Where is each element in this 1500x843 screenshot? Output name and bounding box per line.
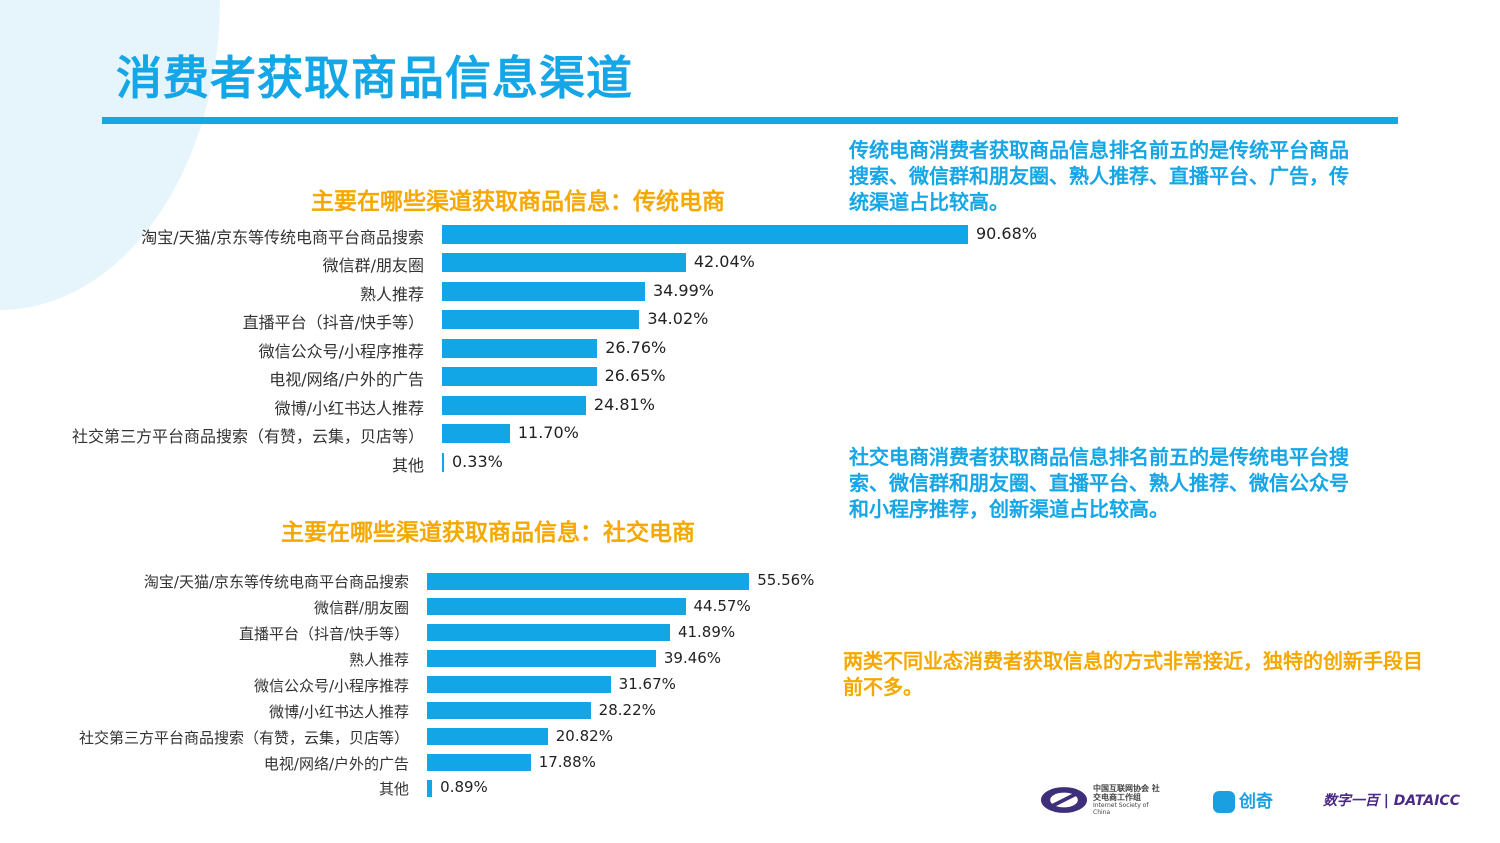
category-label: 直播平台（抖音/快手等） bbox=[238, 625, 409, 644]
category-label: 熟人推荐 bbox=[348, 650, 409, 669]
page-title: 消费者获取商品信息渠道 bbox=[116, 51, 633, 105]
value-label: 41.89% bbox=[677, 623, 736, 642]
bar bbox=[427, 779, 433, 797]
value-label: 11.70% bbox=[517, 423, 579, 443]
value-label: 17.88% bbox=[538, 752, 596, 771]
category-label: 微信群/朋友圈 bbox=[322, 256, 424, 276]
category-label: 电视/网络/户外的广告 bbox=[263, 754, 409, 773]
bar bbox=[427, 702, 591, 719]
note-social: 社交电商消费者获取商品信息排名前五的是传统电平台搜索、微信群和朋友圈、直播平台、… bbox=[849, 445, 1349, 521]
value-label: 42.04% bbox=[693, 252, 755, 272]
bar bbox=[442, 253, 686, 272]
chuangqi-text: 创奇 bbox=[1238, 792, 1273, 812]
category-label: 社交第三方平台商品搜索（有赞，云集，贝店等） bbox=[71, 427, 424, 447]
value-label: 20.82% bbox=[555, 726, 613, 745]
bar bbox=[442, 452, 444, 472]
isc-name: 中国互联网协会 社交电商工作组 bbox=[1093, 784, 1160, 802]
value-label: 34.99% bbox=[652, 280, 714, 300]
category-label: 微博/小红书达人推荐 bbox=[274, 398, 424, 418]
value-label: 55.56% bbox=[757, 571, 815, 590]
bar bbox=[427, 753, 531, 771]
chart-title-social: 主要在哪些渠道获取商品信息：社交电商 bbox=[281, 520, 695, 546]
bar bbox=[442, 424, 510, 443]
bar bbox=[442, 338, 598, 358]
dataicc-logo: 数字一百 | DATAICC bbox=[1322, 793, 1460, 809]
value-label: 90.68% bbox=[975, 223, 1037, 243]
bar bbox=[427, 598, 686, 616]
note-traditional: 传统电商消费者获取商品信息排名前五的是传统平台商品搜索、微信群和朋友圈、熟人推荐… bbox=[849, 138, 1349, 214]
value-label: 0.89% bbox=[440, 778, 488, 797]
bar bbox=[442, 395, 586, 415]
value-label: 28.22% bbox=[598, 700, 656, 719]
bar bbox=[427, 676, 611, 694]
value-label: 26.65% bbox=[604, 366, 666, 386]
category-label: 直播平台（抖音/快手等） bbox=[242, 313, 424, 333]
value-label: 24.81% bbox=[593, 394, 655, 414]
value-label: 34.02% bbox=[647, 309, 709, 329]
category-label: 其他 bbox=[378, 780, 409, 799]
chart-title-traditional: 主要在哪些渠道获取商品信息：传统电商 bbox=[311, 189, 725, 215]
value-label: 44.57% bbox=[693, 597, 751, 616]
chuangqi-logo: 创奇 bbox=[1212, 787, 1273, 813]
category-label: 微博/小红书达人推荐 bbox=[268, 702, 409, 721]
bar bbox=[442, 310, 640, 329]
footer-logos: 中国互联网协会 社交电商工作组 Internet Society of China… bbox=[1040, 784, 1460, 816]
bar bbox=[427, 572, 750, 590]
value-label: 0.33% bbox=[452, 451, 503, 471]
title-divider bbox=[102, 117, 1398, 124]
category-label: 微信群/朋友圈 bbox=[313, 599, 409, 618]
isc-emblem-icon bbox=[1040, 787, 1088, 813]
value-label: 39.46% bbox=[663, 648, 722, 667]
bar bbox=[442, 367, 597, 386]
bar bbox=[442, 224, 968, 244]
category-label: 社交第三方平台商品搜索（有赞，云集，贝店等） bbox=[78, 728, 409, 747]
value-label: 31.67% bbox=[618, 674, 676, 693]
value-label: 26.76% bbox=[605, 337, 667, 357]
bar bbox=[427, 650, 656, 668]
category-label: 电视/网络/户外的广告 bbox=[269, 370, 424, 390]
category-label: 其他 bbox=[391, 455, 424, 475]
note-conclusion: 两类不同业态消费者获取信息的方式非常接近，独特的创新手段目前不多。 bbox=[843, 649, 1423, 699]
category-label: 淘宝/天猫/京东等传统电商平台商品搜索 bbox=[141, 227, 424, 247]
category-label: 淘宝/天猫/京东等传统电商平台商品搜索 bbox=[143, 573, 409, 592]
category-label: 熟人推荐 bbox=[359, 284, 424, 304]
isc-logo: 中国互联网协会 社交电商工作组 Internet Society of China bbox=[1040, 784, 1163, 816]
bar bbox=[427, 727, 548, 745]
category-label: 微信公众号/小程序推荐 bbox=[253, 676, 409, 695]
category-label: 微信公众号/小程序推荐 bbox=[258, 341, 424, 361]
bar bbox=[442, 281, 645, 301]
bar bbox=[427, 624, 670, 642]
isc-name-en: Internet Society of China bbox=[1093, 802, 1149, 816]
